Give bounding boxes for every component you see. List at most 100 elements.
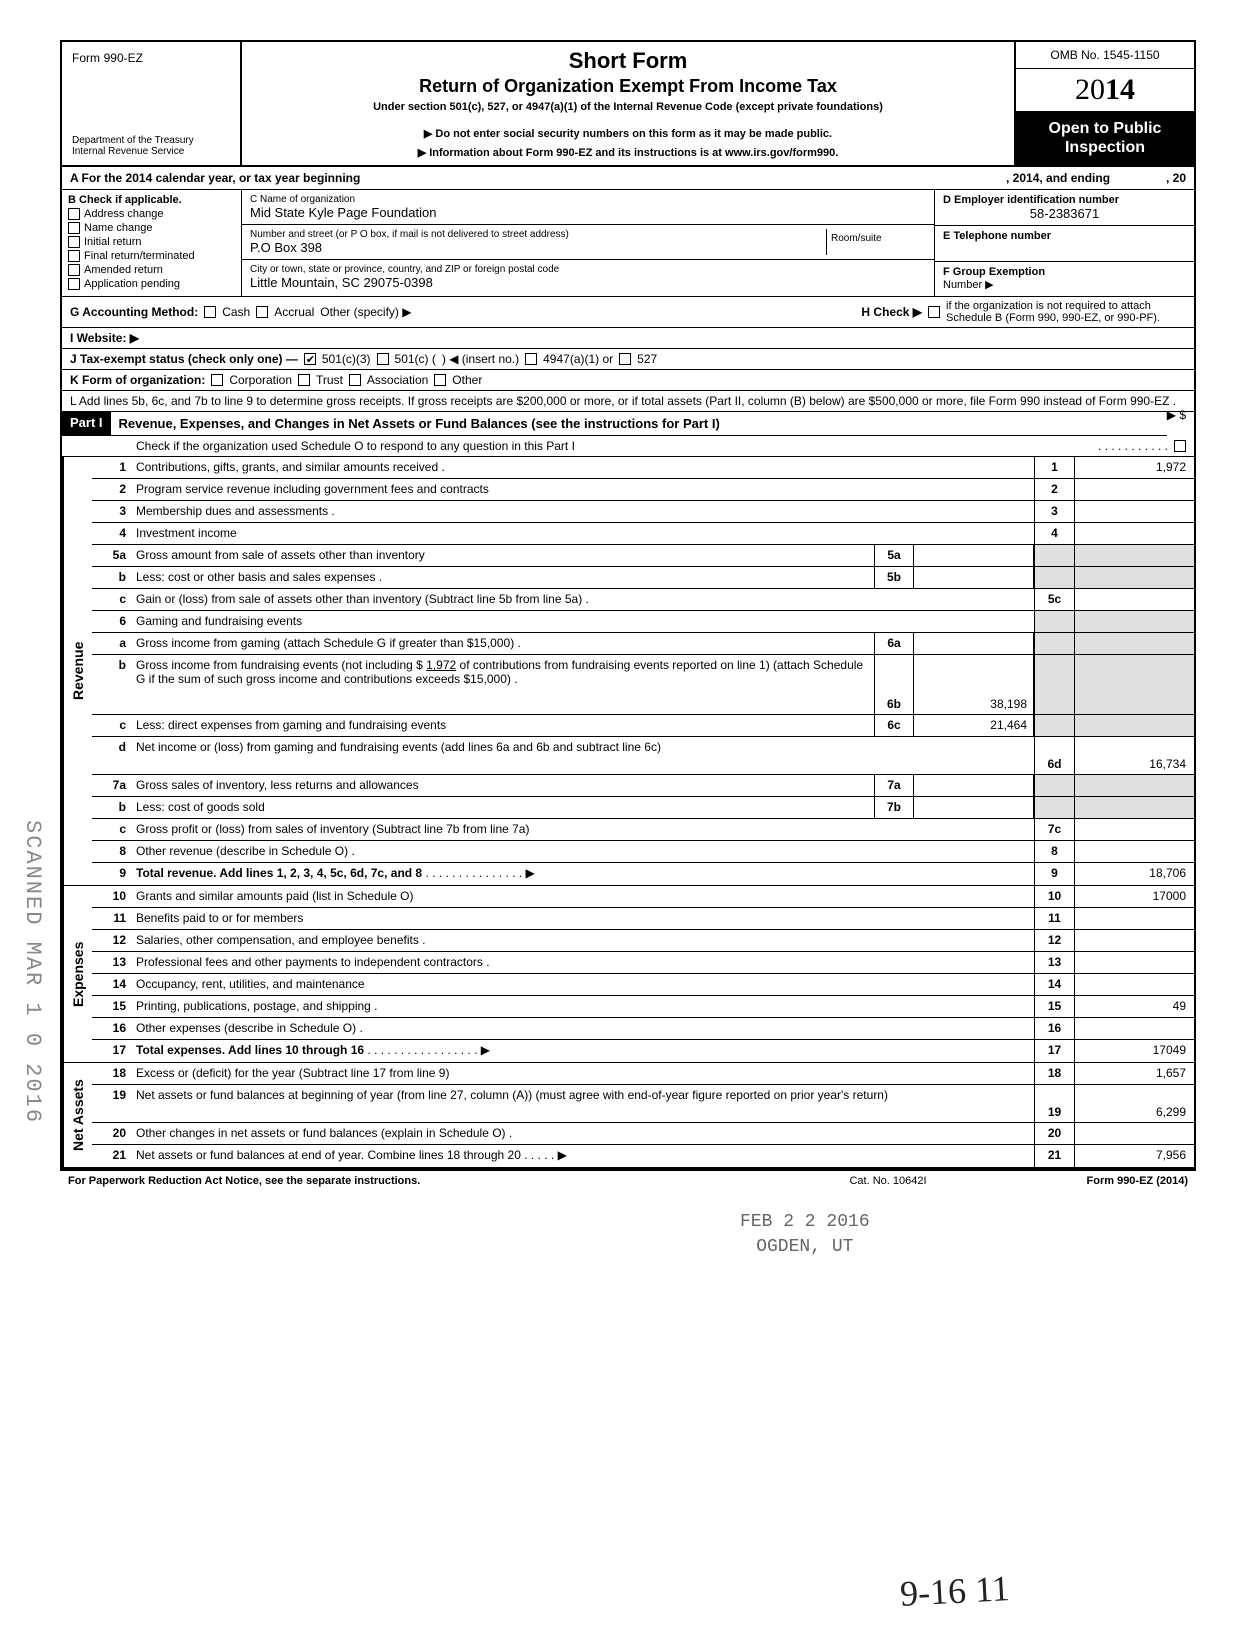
revenue-section: Revenue 1Contributions, gifts, grants, a… [62, 457, 1194, 886]
b-opt-1: Name change [84, 222, 153, 234]
footer-form: Form 990-EZ (2014) [988, 1175, 1188, 1187]
chk-corporation[interactable] [211, 374, 223, 386]
ln14-rv [1074, 974, 1194, 995]
title-return: Return of Organization Exempt From Incom… [252, 76, 1004, 97]
ln6d-desc: Net income or (loss) from gaming and fun… [132, 737, 1034, 774]
ln9-desc: Total revenue. Add lines 1, 2, 3, 4, 5c,… [132, 863, 1034, 885]
part1-row: Part I Revenue, Expenses, and Changes in… [62, 412, 1167, 436]
year-bold: 14 [1105, 73, 1135, 106]
ln7a-rv [1074, 775, 1194, 796]
ln12-num: 12 [92, 930, 132, 951]
ln5a-mv [914, 545, 1034, 566]
chk-cash[interactable] [204, 306, 216, 318]
ln13-num: 13 [92, 952, 132, 973]
row-l: L Add lines 5b, 6c, and 7b to line 9 to … [62, 391, 1194, 412]
part1-title: Revenue, Expenses, and Changes in Net As… [111, 412, 1167, 435]
c-city-label: City or town, state or province, country… [250, 264, 926, 275]
ln7a-desc: Gross sales of inventory, less returns a… [132, 775, 874, 796]
ln6a-desc: Gross income from gaming (attach Schedul… [132, 633, 874, 654]
ln6d-rv: 16,734 [1074, 737, 1194, 774]
part1-check-row: Check if the organization used Schedule … [62, 436, 1194, 457]
ln2-desc: Program service revenue including govern… [132, 479, 1034, 500]
form-prefix: Form [72, 51, 100, 65]
ln21-rn: 21 [1034, 1145, 1074, 1167]
chk-application-pending[interactable] [68, 278, 80, 290]
chk-4947[interactable] [525, 353, 537, 365]
ln7a-mn: 7a [874, 775, 914, 796]
chk-527[interactable] [619, 353, 631, 365]
chk-amended-return[interactable] [68, 264, 80, 276]
ln14-num: 14 [92, 974, 132, 995]
k-trust: Trust [316, 373, 343, 387]
ln4-num: 4 [92, 523, 132, 544]
g-accrual: Accrual [274, 305, 314, 319]
ln21-rv: 7,956 [1074, 1145, 1194, 1167]
chk-schedule-b[interactable] [928, 306, 940, 318]
chk-final-return[interactable] [68, 250, 80, 262]
ln6b-rn [1034, 655, 1074, 714]
j-527: 527 [637, 352, 657, 366]
chk-other-org[interactable] [434, 374, 446, 386]
chk-accrual[interactable] [256, 306, 268, 318]
chk-initial-return[interactable] [68, 236, 80, 248]
ln6a-mv [914, 633, 1034, 654]
row-a-right: , 20 [1166, 171, 1186, 185]
ln12-rv [1074, 930, 1194, 951]
ln21-desc: Net assets or fund balances at end of ye… [132, 1145, 1034, 1167]
ln13-rv [1074, 952, 1194, 973]
ln5c-num: c [92, 589, 132, 610]
ln18-num: 18 [92, 1063, 132, 1084]
ln5b-desc: Less: cost or other basis and sales expe… [132, 567, 874, 588]
ln21-num: 21 [92, 1145, 132, 1167]
footer-catno: Cat. No. 10642I [788, 1175, 988, 1187]
ln6c-desc: Less: direct expenses from gaming and fu… [132, 715, 874, 736]
ln11-rv [1074, 908, 1194, 929]
ln6c-mv: 21,464 [914, 715, 1034, 736]
ln6a-num: a [92, 633, 132, 654]
ln11-num: 11 [92, 908, 132, 929]
chk-501c[interactable] [377, 353, 389, 365]
ln6d-rn: 6d [1034, 737, 1074, 774]
header-row: Form 990-EZ Department of the Treasury I… [62, 42, 1194, 167]
dept2: Internal Revenue Service [72, 146, 230, 157]
ln5b-mn: 5b [874, 567, 914, 588]
b-column: B Check if applicable. Address change Na… [62, 190, 242, 296]
chk-trust[interactable] [298, 374, 310, 386]
chk-name-change[interactable] [68, 222, 80, 234]
ln19-rn: 19 [1034, 1085, 1074, 1122]
org-city: Little Mountain, SC 29075-0398 [250, 275, 926, 290]
ln6c-num: c [92, 715, 132, 736]
c-column: C Name of organization Mid State Kyle Pa… [242, 190, 934, 296]
ln20-rn: 20 [1034, 1123, 1074, 1144]
b-opt-0: Address change [84, 208, 164, 220]
open2: Inspection [1020, 138, 1190, 157]
chk-association[interactable] [349, 374, 361, 386]
stamp-date: FEB 2 2 2016 [740, 1210, 870, 1235]
b-opt-3: Final return/terminated [84, 250, 195, 262]
ln9-rv: 18,706 [1074, 863, 1194, 885]
chk-501c3[interactable] [304, 353, 316, 365]
ln4-rn: 4 [1034, 523, 1074, 544]
ln6c-mn: 6c [874, 715, 914, 736]
chk-schedule-o[interactable] [1174, 440, 1186, 452]
chk-address-change[interactable] [68, 208, 80, 220]
j-label: J Tax-exempt status (check only one) — [70, 352, 298, 366]
g-cash: Cash [222, 305, 250, 319]
row-j: J Tax-exempt status (check only one) — 5… [62, 349, 1194, 370]
ln2-num: 2 [92, 479, 132, 500]
ln20-rv [1074, 1123, 1194, 1144]
j-501c3: 501(c)(3) [322, 352, 371, 366]
k-corp: Corporation [229, 373, 292, 387]
open1: Open to Public [1020, 119, 1190, 138]
ln15-rv: 49 [1074, 996, 1194, 1017]
footer-paperwork: For Paperwork Reduction Act Notice, see … [68, 1175, 788, 1187]
j-insert: ) ◀ (insert no.) [442, 352, 519, 366]
ln16-desc: Other expenses (describe in Schedule O) … [132, 1018, 1034, 1039]
grp-label: F Group Exemption [943, 266, 1186, 278]
ln9-d: Total revenue. Add lines 1, 2, 3, 4, 5c,… [136, 866, 422, 880]
h-label: H Check ▶ [861, 305, 922, 319]
org-name: Mid State Kyle Page Foundation [250, 205, 926, 220]
ln17-d: Total expenses. Add lines 10 through 16 [136, 1043, 364, 1057]
ln8-desc: Other revenue (describe in Schedule O) . [132, 841, 1034, 862]
row-a: A For the 2014 calendar year, or tax yea… [62, 167, 1194, 190]
